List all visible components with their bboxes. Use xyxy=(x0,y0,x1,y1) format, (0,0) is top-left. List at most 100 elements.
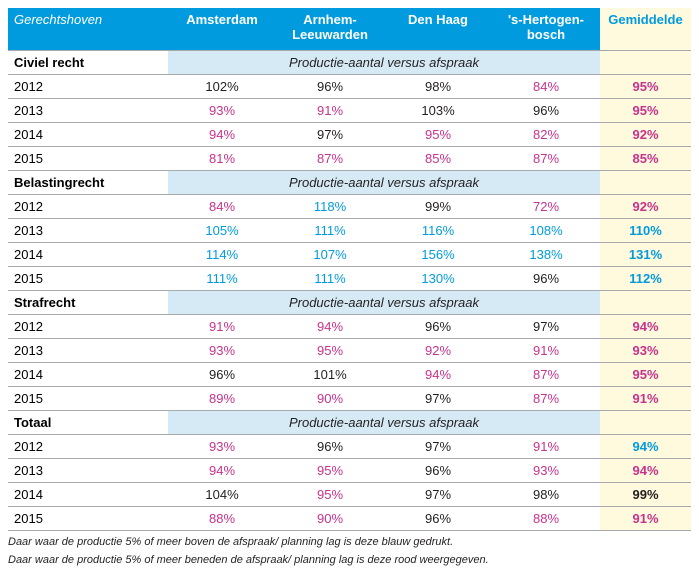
data-cell: 91% xyxy=(492,338,600,362)
data-cell: 105% xyxy=(168,218,276,242)
section-subtitle: Productie-aantal versus afspraak xyxy=(168,410,600,434)
section-row: StrafrechtProductie-aantal versus afspra… xyxy=(8,290,691,314)
section-row: TotaalProductie-aantal versus afspraak xyxy=(8,410,691,434)
section-row: Civiel rechtProductie-aantal versus afsp… xyxy=(8,50,691,74)
avg-cell: 94% xyxy=(600,434,691,458)
avg-cell: 93% xyxy=(600,338,691,362)
table-row: 2014104%95%97%98%99% xyxy=(8,482,691,506)
data-cell: 96% xyxy=(168,362,276,386)
data-cell: 130% xyxy=(384,266,492,290)
row-label: 2015 xyxy=(8,266,168,290)
row-label: 2012 xyxy=(8,314,168,338)
section-subtitle: Productie-aantal versus afspraak xyxy=(168,170,600,194)
data-cell: 91% xyxy=(492,434,600,458)
row-label: 2013 xyxy=(8,338,168,362)
header-col0: Gerechtshoven xyxy=(8,8,168,50)
table-row: 2015111%111%130%96%112% xyxy=(8,266,691,290)
row-label: 2013 xyxy=(8,98,168,122)
data-cell: 88% xyxy=(168,506,276,530)
data-cell: 107% xyxy=(276,242,384,266)
row-label: 2012 xyxy=(8,194,168,218)
avg-cell: 99% xyxy=(600,482,691,506)
data-cell: 97% xyxy=(384,482,492,506)
row-label: 2015 xyxy=(8,146,168,170)
data-cell: 84% xyxy=(492,74,600,98)
data-cell: 85% xyxy=(384,146,492,170)
data-cell: 87% xyxy=(492,362,600,386)
table-row: 201589%90%97%87%91% xyxy=(8,386,691,410)
avg-cell: 94% xyxy=(600,314,691,338)
data-cell: 89% xyxy=(168,386,276,410)
table-row: 201284%118%99%72%92% xyxy=(8,194,691,218)
table-row: 201496%101%94%87%95% xyxy=(8,362,691,386)
data-cell: 91% xyxy=(168,314,276,338)
data-cell: 156% xyxy=(384,242,492,266)
row-label: 2015 xyxy=(8,386,168,410)
table-row: 201581%87%85%87%85% xyxy=(8,146,691,170)
row-label: 2014 xyxy=(8,362,168,386)
data-cell: 87% xyxy=(492,386,600,410)
table-row: 201393%91%103%96%95% xyxy=(8,98,691,122)
row-label: 2012 xyxy=(8,434,168,458)
data-cell: 95% xyxy=(384,122,492,146)
data-cell: 111% xyxy=(276,218,384,242)
data-cell: 93% xyxy=(168,434,276,458)
section-subtitle: Productie-aantal versus afspraak xyxy=(168,50,600,74)
data-cell: 116% xyxy=(384,218,492,242)
data-cell: 96% xyxy=(492,266,600,290)
data-cell: 114% xyxy=(168,242,276,266)
table-row: 201393%95%92%91%93% xyxy=(8,338,691,362)
header-col5: Gemiddelde xyxy=(600,8,691,50)
table-row: 201394%95%96%93%94% xyxy=(8,458,691,482)
data-cell: 95% xyxy=(276,482,384,506)
data-cell: 94% xyxy=(384,362,492,386)
data-cell: 111% xyxy=(168,266,276,290)
data-cell: 138% xyxy=(492,242,600,266)
data-cell: 101% xyxy=(276,362,384,386)
row-label: 2014 xyxy=(8,122,168,146)
row-label: 2014 xyxy=(8,482,168,506)
avg-cell: 131% xyxy=(600,242,691,266)
data-cell: 102% xyxy=(168,74,276,98)
table-row: 2014114%107%156%138%131% xyxy=(8,242,691,266)
data-cell: 93% xyxy=(168,98,276,122)
data-cell: 97% xyxy=(384,434,492,458)
section-subtitle: Productie-aantal versus afspraak xyxy=(168,290,600,314)
section-title: Belastingrecht xyxy=(8,170,168,194)
avg-cell: 95% xyxy=(600,74,691,98)
section-avg-blank xyxy=(600,290,691,314)
footnote-2: Daar waar de productie 5% of meer benede… xyxy=(8,553,691,567)
row-label: 2015 xyxy=(8,506,168,530)
table-row: 201588%90%96%88%91% xyxy=(8,506,691,530)
section-avg-blank xyxy=(600,170,691,194)
section-row: BelastingrechtProductie-aantal versus af… xyxy=(8,170,691,194)
data-cell: 96% xyxy=(276,434,384,458)
table-row: 2013105%111%116%108%110% xyxy=(8,218,691,242)
avg-cell: 85% xyxy=(600,146,691,170)
row-label: 2013 xyxy=(8,458,168,482)
section-avg-blank xyxy=(600,50,691,74)
avg-cell: 91% xyxy=(600,386,691,410)
row-label: 2014 xyxy=(8,242,168,266)
table-row: 2012102%96%98%84%95% xyxy=(8,74,691,98)
data-cell: 82% xyxy=(492,122,600,146)
header-col4: 's-Hertogen- bosch xyxy=(492,8,600,50)
courts-table: Gerechtshoven Amsterdam Arnhem- Leeuward… xyxy=(8,8,691,531)
section-title: Civiel recht xyxy=(8,50,168,74)
avg-cell: 110% xyxy=(600,218,691,242)
avg-cell: 91% xyxy=(600,506,691,530)
header-col1: Amsterdam xyxy=(168,8,276,50)
data-cell: 103% xyxy=(384,98,492,122)
header-col3: Den Haag xyxy=(384,8,492,50)
data-cell: 108% xyxy=(492,218,600,242)
data-cell: 94% xyxy=(168,122,276,146)
data-cell: 99% xyxy=(384,194,492,218)
row-label: 2012 xyxy=(8,74,168,98)
data-cell: 98% xyxy=(492,482,600,506)
data-cell: 88% xyxy=(492,506,600,530)
header-col2: Arnhem- Leeuwarden xyxy=(276,8,384,50)
avg-cell: 92% xyxy=(600,122,691,146)
avg-cell: 95% xyxy=(600,98,691,122)
data-cell: 96% xyxy=(384,458,492,482)
data-cell: 97% xyxy=(492,314,600,338)
